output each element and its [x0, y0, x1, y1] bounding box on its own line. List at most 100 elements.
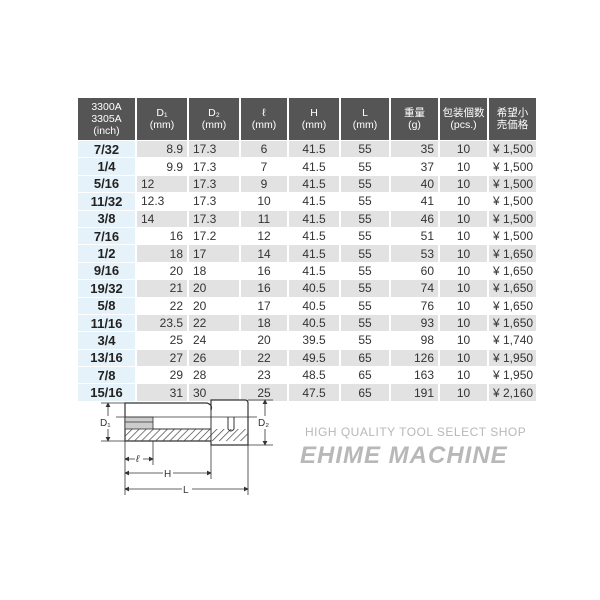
socket-dimension-diagram: D₁ D₂ ℓ H L: [98, 399, 275, 496]
table-cell: 40.5: [287, 296, 340, 315]
column-header-line: (mm): [201, 119, 227, 131]
table-cell: 60: [389, 261, 439, 280]
socket-body: [103, 399, 273, 446]
header-row: 3300A 3305A (inch) D₁ (mm) D₂ (mm) ℓ (mm) H (mm) L(…: [78, 98, 536, 141]
table-cell: ¥ 1,950: [487, 366, 536, 384]
column-header: L (mm): [339, 98, 390, 141]
table-cell: 55: [339, 157, 390, 176]
table-cell: 41: [389, 192, 439, 211]
label-l-small: ℓ: [135, 454, 140, 465]
size-cell: 9/16: [78, 261, 136, 280]
column-header-line: 3305A: [91, 113, 122, 125]
label-h: H: [164, 469, 171, 480]
table-row: 1/2 18 17 14 41.5 55 53 10 ¥ 1,650: [78, 244, 536, 263]
table-cell: ¥ 1,500: [487, 139, 536, 158]
table-cell: 41.5: [287, 174, 340, 193]
table-cell: ¥ 1,500: [487, 209, 536, 228]
column-header-line: 重量: [404, 107, 425, 119]
size-cell: 3/4: [78, 331, 136, 350]
table-cell: 17.3: [187, 209, 240, 228]
table-cell: ¥ 1,500: [487, 192, 536, 211]
column-header-line: 売価格: [496, 119, 529, 131]
table-cell: 12: [135, 174, 188, 193]
table-cell: 30: [187, 383, 240, 401]
table-cell: 41.5: [287, 244, 340, 263]
table-cell: 10: [438, 383, 488, 401]
column-header-line: (g): [408, 119, 421, 131]
column-header: D₂ (mm): [187, 98, 240, 141]
table-cell: 46: [389, 209, 439, 228]
table-cell: 10: [438, 226, 488, 245]
table-cell: 18: [187, 261, 240, 280]
table-cell: 22: [239, 348, 288, 367]
table-cell: 53: [389, 244, 439, 263]
column-header-line: D₂: [208, 107, 220, 119]
table-cell: 18: [239, 313, 288, 332]
table-cell: ¥ 1,500: [487, 226, 536, 245]
column-header: 包装個数 (pcs.): [438, 98, 488, 141]
table-cell: 39.5: [287, 331, 340, 350]
table-cell: ¥ 1,650: [487, 313, 536, 332]
table-cell: 10: [438, 296, 488, 315]
table-row: 11/16 23.5 22 18 40.5 55 93 10 ¥ 1,650: [78, 313, 536, 332]
table-cell: 55: [339, 139, 390, 158]
column-header: ℓ (mm): [239, 98, 288, 141]
column-header-line: 希望小: [496, 107, 529, 119]
table-cell: 20: [187, 296, 240, 315]
table-cell: 11: [239, 209, 288, 228]
table-cell: 40.5: [287, 279, 340, 298]
label-l: L: [183, 485, 189, 496]
table-cell: 9.9: [135, 157, 188, 176]
table-cell: 20: [187, 279, 240, 298]
table-cell: 23: [239, 366, 288, 384]
size-cell: 7/8: [78, 366, 136, 384]
table-cell: ¥ 1,650: [487, 261, 536, 280]
table-cell: 65: [339, 383, 390, 401]
table-row: 9/16 20 18 16 41.5 55 60 10 ¥ 1,650: [78, 261, 536, 280]
size-cell: 19/32: [78, 279, 136, 298]
table-cell: 10: [438, 157, 488, 176]
label-d1: D₁: [100, 418, 111, 429]
table-cell: 191: [389, 383, 439, 401]
table-cell: ¥ 1,500: [487, 157, 536, 176]
table-cell: 17.3: [187, 157, 240, 176]
table-cell: 17: [187, 244, 240, 263]
table-cell: 51: [389, 226, 439, 245]
table-cell: 40.5: [287, 313, 340, 332]
column-header-line: (inch): [93, 125, 120, 137]
table-cell: 41.5: [287, 157, 340, 176]
table-cell: 20: [135, 261, 188, 280]
column-header: 希望小 売価格: [487, 98, 536, 141]
table-cell: 55: [339, 296, 390, 315]
table-cell: ¥ 1,740: [487, 331, 536, 350]
size-cell: 15/16: [78, 383, 136, 401]
size-cell: 13/16: [78, 348, 136, 367]
column-header-line: 包装個数: [442, 107, 485, 119]
table-row: 13/16 27 26 22 49.5 65 126 10 ¥ 1,950: [78, 348, 536, 367]
column-header: H (mm): [287, 98, 340, 141]
table-cell: 55: [339, 174, 390, 193]
spec-table: 3300A 3305A (inch) D₁ (mm) D₂ (mm) ℓ (mm) H (mm) L(…: [78, 98, 536, 401]
table-cell: 93: [389, 313, 439, 332]
table-cell: 49.5: [287, 348, 340, 367]
table-cell: 16: [239, 261, 288, 280]
column-header-line: (mm): [149, 119, 175, 131]
table-row: 5/8 22 20 17 40.5 55 76 10 ¥ 1,650: [78, 296, 536, 315]
table-cell: 25: [135, 331, 188, 350]
table-cell: 29: [135, 366, 188, 384]
table-cell: 10: [438, 261, 488, 280]
column-header-line: (pcs.): [450, 119, 477, 131]
table-row: 11/32 12.3 17.3 10 41.5 55 41 10 ¥ 1,500: [78, 192, 536, 211]
column-header: 重量 (g): [389, 98, 439, 141]
table-cell: 65: [339, 366, 390, 384]
table-cell: 12: [239, 226, 288, 245]
size-cell: 5/16: [78, 174, 136, 193]
table-cell: 17.2: [187, 226, 240, 245]
table-cell: 17.3: [187, 174, 240, 193]
table-cell: 55: [339, 313, 390, 332]
table-cell: 10: [438, 348, 488, 367]
table-cell: 41.5: [287, 192, 340, 211]
table-cell: 55: [339, 261, 390, 280]
size-cell: 1/4: [78, 157, 136, 176]
table-cell: 37: [389, 157, 439, 176]
